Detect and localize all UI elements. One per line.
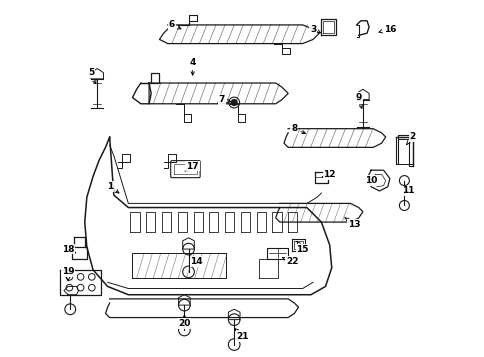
Text: 9: 9 [355,93,362,109]
Text: 7: 7 [218,95,230,104]
Text: 14: 14 [189,256,203,266]
FancyBboxPatch shape [170,161,200,178]
Text: 1: 1 [106,182,119,193]
Text: 2: 2 [406,132,415,145]
Text: 3: 3 [309,25,320,34]
Text: 22: 22 [282,257,298,266]
Text: 6: 6 [168,20,181,29]
Text: 4: 4 [189,58,196,75]
Circle shape [231,100,237,105]
Text: 8: 8 [291,124,305,134]
Text: 15: 15 [296,241,308,253]
Text: 13: 13 [344,218,360,229]
Text: 5: 5 [88,68,96,84]
Text: 21: 21 [234,328,248,341]
Text: 17: 17 [185,162,198,171]
Text: 10: 10 [364,176,377,185]
Text: 20: 20 [178,315,190,328]
Text: 19: 19 [62,267,75,281]
Text: 18: 18 [62,245,76,253]
Text: 12: 12 [321,170,335,179]
Text: 16: 16 [378,25,395,34]
Text: 11: 11 [401,186,414,195]
